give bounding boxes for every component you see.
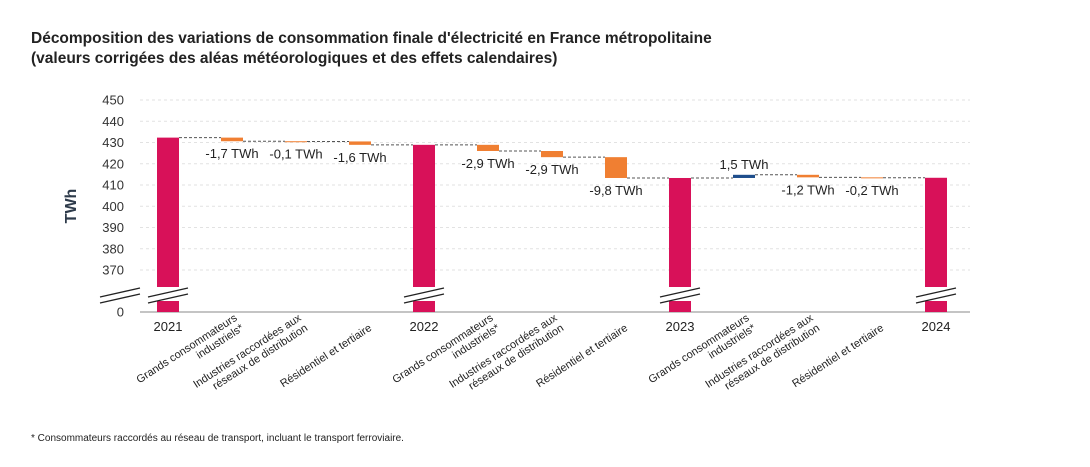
data-label: -1,6 TWh bbox=[333, 150, 386, 165]
y-axis-label: TWh bbox=[63, 189, 80, 224]
chart-title: Décomposition des variations de consomma… bbox=[31, 30, 712, 47]
bar bbox=[861, 177, 883, 179]
y-tick-label: 450 bbox=[102, 93, 124, 108]
y-tick-label: 370 bbox=[102, 263, 124, 278]
bar bbox=[605, 157, 627, 178]
y-tick-label: 380 bbox=[102, 241, 124, 256]
axis-break-mark bbox=[659, 293, 701, 304]
bar bbox=[157, 137, 179, 312]
axis-break-mark bbox=[403, 293, 445, 304]
bar bbox=[541, 151, 563, 158]
y-tick-label: 390 bbox=[102, 220, 124, 235]
bar bbox=[221, 137, 243, 142]
data-label: -2,9 TWh bbox=[525, 162, 578, 177]
axis-break-mark bbox=[915, 293, 957, 304]
y-tick-label: 440 bbox=[102, 114, 124, 129]
x-tick-label: 2021 bbox=[154, 319, 183, 334]
y-tick-label: 420 bbox=[102, 156, 124, 171]
axis-break-mark bbox=[147, 293, 189, 304]
bar bbox=[669, 177, 691, 312]
x-tick-label: 2023 bbox=[666, 319, 695, 334]
axis-break-mark bbox=[99, 293, 141, 304]
bar bbox=[733, 174, 755, 178]
bar bbox=[285, 141, 307, 143]
y-tick-label: 410 bbox=[102, 178, 124, 193]
y-tick-label: 430 bbox=[102, 135, 124, 150]
data-label: -0,1 TWh bbox=[269, 146, 322, 161]
bar bbox=[413, 144, 435, 312]
data-label: -2,9 TWh bbox=[461, 156, 514, 171]
axis-break-mark bbox=[403, 287, 445, 298]
chart-subtitle: (valeurs corrigées des aléas météorologi… bbox=[31, 50, 558, 67]
data-label: -9,8 TWh bbox=[589, 183, 642, 198]
y-tick-label: 400 bbox=[102, 199, 124, 214]
axis-break-mark bbox=[915, 287, 957, 298]
data-label: -0,2 TWh bbox=[845, 183, 898, 198]
data-label: -1,2 TWh bbox=[781, 182, 834, 197]
bar bbox=[797, 174, 819, 178]
data-label: 1,5 TWh bbox=[720, 157, 769, 172]
y-tick-label: 0 bbox=[117, 305, 124, 320]
axis-break-mark bbox=[147, 287, 189, 298]
bar bbox=[925, 177, 947, 312]
x-tick-label: 2024 bbox=[922, 319, 951, 334]
axis-break-mark bbox=[99, 287, 141, 298]
axis-break-mark bbox=[659, 287, 701, 298]
bar bbox=[349, 141, 371, 145]
footnote: * Consommateurs raccordés au réseau de t… bbox=[31, 433, 404, 444]
data-label: -1,7 TWh bbox=[205, 146, 258, 161]
bar bbox=[477, 144, 499, 151]
x-tick-label: 2022 bbox=[410, 319, 439, 334]
